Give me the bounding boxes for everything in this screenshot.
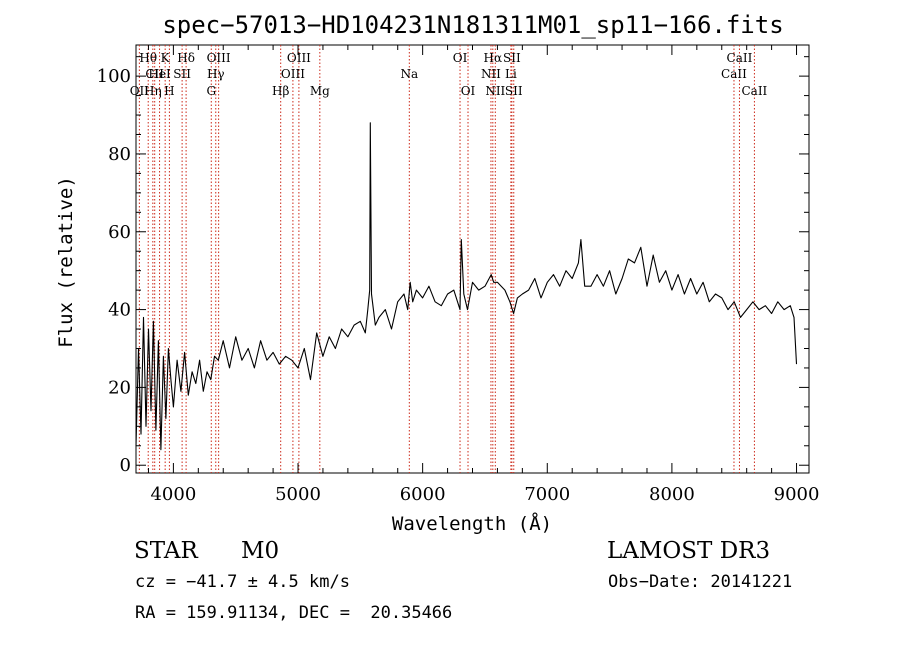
marker-label-caii-a: CaII (727, 51, 753, 65)
x-tick-label-7000: 7000 (524, 484, 570, 505)
marker-label-mg: Mg (310, 84, 330, 98)
y-tick-label-40: 40 (108, 300, 131, 321)
marker-label-caii-b: CaII (721, 67, 747, 81)
y-axis-ticks: 0 20 40 60 80 100 (97, 56, 809, 476)
marker-label-k: K (161, 51, 171, 65)
marker-label-nii-b: NII (485, 84, 505, 98)
marker-label-h-beta: Hβ (272, 84, 289, 98)
x-tick-label-6000: 6000 (400, 484, 446, 505)
x-tick-label-4000: 4000 (150, 484, 196, 505)
marker-label-h-alpha: Hα (484, 51, 503, 65)
y-tick-label-0: 0 (120, 455, 131, 476)
observation-date: Obs−Date: 20141221 (608, 572, 793, 592)
y-tick-label-100: 100 (97, 66, 131, 87)
marker-label-g: G (206, 84, 216, 98)
y-tick-label-60: 60 (108, 222, 131, 243)
marker-label-cii: CII (145, 67, 164, 81)
plot-frame (135, 44, 810, 474)
spectral-line-markers (138, 45, 755, 473)
chart-title: spec−57013−HD104231N181311M01_sp11−166.f… (162, 11, 783, 39)
marker-label-nii-a: NII (481, 67, 501, 81)
spectral-line-labels: OII Hθ CII Hη HeI K H SII Hδ OIII Hγ G Hβ OIII OIII Mg N… (130, 51, 768, 98)
marker-label-h-gamma: Hγ (207, 67, 225, 81)
marker-label-oi-a: OI (453, 51, 468, 65)
y-axis-label: Flux (relative) (55, 176, 77, 348)
marker-label-sii-b: SII (503, 51, 521, 65)
marker-label-li: Li (505, 67, 517, 81)
x-tick-label-8000: 8000 (649, 484, 695, 505)
y-tick-label-80: 80 (108, 144, 131, 165)
series-line-flux (135, 122, 798, 451)
marker-label-oi-b: OI (461, 84, 476, 98)
y-tick-label-20: 20 (108, 377, 131, 398)
marker-label-oiii-c: OIII (281, 67, 305, 81)
object-subclass: M0 (241, 538, 280, 564)
marker-label-oiii-b: OIII (287, 51, 311, 65)
survey-name: LAMOST DR3 (607, 538, 771, 564)
marker-label-h-delta: Hδ (177, 51, 195, 65)
plot-area-border (135, 44, 810, 474)
marker-label-na: Na (400, 67, 418, 81)
marker-label-sii-a: SII (173, 67, 191, 81)
marker-label-h: H (164, 84, 174, 98)
marker-label-sii-c: SII (505, 84, 523, 98)
x-tick-label-9000: 9000 (774, 484, 820, 505)
marker-label-h-eta: Hη (144, 84, 162, 98)
marker-label-caii-c: CaII (741, 84, 767, 98)
marker-label-oii: OII (130, 84, 150, 98)
coordinates: RA = 159.91134, DEC = 20.35466 (135, 603, 453, 623)
x-axis-ticks: 4000 5000 6000 7000 8000 9000 (147, 45, 820, 505)
x-tick-label-5000: 5000 (275, 484, 321, 505)
marker-label-hei: HeI (148, 67, 171, 81)
marker-label-h-theta: Hθ (139, 51, 157, 65)
x-axis-label: Wavelength (Å) (392, 512, 552, 535)
redshift-velocity: cz = −41.7 ± 4.5 km/s (135, 572, 350, 592)
marker-label-oiii-a: OIII (207, 51, 231, 65)
series-layer (135, 122, 798, 451)
object-class: STAR (134, 538, 198, 564)
